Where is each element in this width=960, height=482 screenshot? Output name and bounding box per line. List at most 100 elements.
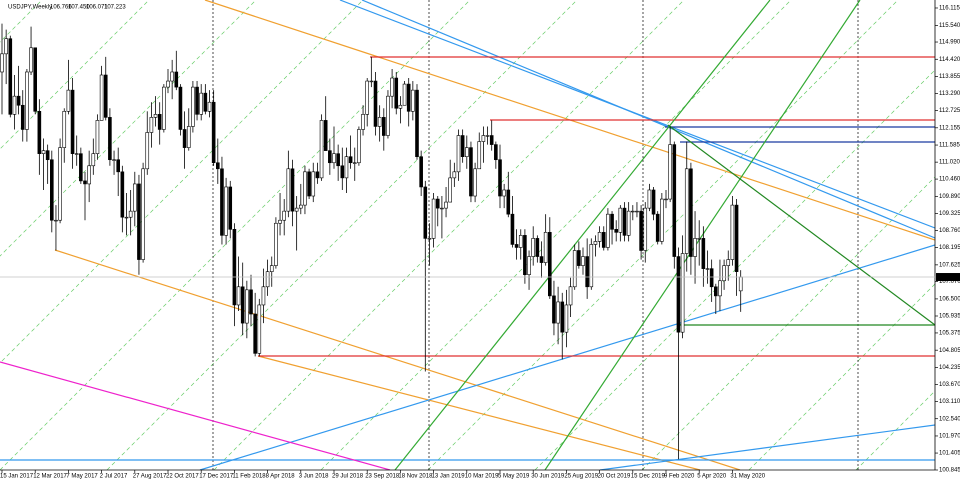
candle-body: [622, 207, 627, 236]
candle-body: [701, 238, 706, 269]
candle-body: [323, 120, 328, 151]
y-tick-label: 107.625: [939, 262, 960, 268]
candle-body: [166, 80, 170, 88]
candle-body: [398, 104, 403, 109]
candle-body: [651, 189, 656, 215]
candle-body: [149, 117, 154, 133]
candle-body: [328, 150, 332, 164]
candle-body: [552, 295, 556, 324]
candle-body: [332, 153, 336, 164]
candle-body: [423, 186, 428, 239]
symbol-label: USDJPY,Weekly: [8, 5, 52, 11]
candle-body: [265, 271, 270, 288]
candle-body: [232, 229, 237, 306]
candle-body: [112, 159, 116, 161]
candle-body: [103, 74, 108, 118]
candle-body: [427, 238, 432, 240]
price-marker: [936, 273, 960, 282]
candle-body: [95, 120, 100, 154]
candle-body: [282, 210, 287, 221]
x-tick-label: 23 Sep 2018: [365, 474, 400, 480]
candle-body: [610, 213, 614, 230]
candle-body: [709, 268, 714, 288]
candle-body: [630, 210, 635, 213]
candle-body: [29, 47, 33, 73]
x-tick-label: 30 Jun 2019: [531, 474, 565, 480]
candle-body: [87, 165, 91, 185]
candle-body: [738, 276, 743, 292]
x-tick-label: 29 Jul 2018: [332, 474, 364, 480]
candle-body: [236, 286, 241, 306]
x-tick-label: 2 Jul 2017: [100, 474, 128, 480]
candle-body: [294, 207, 299, 212]
candle-body: [174, 71, 179, 88]
candle-body: [435, 198, 440, 209]
candle-body: [307, 171, 311, 197]
candle-body: [162, 86, 166, 130]
candle-body: [303, 171, 307, 206]
x-tick-label: 27 Aug 2017: [133, 474, 167, 480]
candle-body: [639, 210, 643, 251]
candle-body: [41, 150, 46, 154]
candle-body: [216, 162, 220, 170]
candle-body: [58, 147, 62, 221]
gann-line: [534, 69, 935, 470]
candle-body: [373, 80, 378, 127]
candle-body: [203, 92, 208, 112]
y-tick-label: 114.420: [939, 57, 960, 63]
candle-body: [481, 135, 486, 142]
candle-body: [137, 183, 141, 260]
candle-body: [74, 153, 79, 155]
candle-body: [489, 135, 494, 145]
candle-body: [606, 213, 610, 248]
candle-body: [66, 89, 71, 112]
trend-line: [667, 124, 935, 326]
candle-body: [535, 238, 540, 257]
y-tick-label: 108.195: [939, 245, 960, 251]
candle-body: [257, 304, 262, 354]
gann-line: [320, 0, 792, 470]
candle-body: [0, 53, 4, 73]
y-tick-label: 111.020: [939, 160, 960, 166]
candle-body: [693, 238, 697, 257]
candle-body: [635, 210, 639, 213]
candle-body: [25, 71, 29, 130]
candle-body: [361, 114, 365, 130]
candle-body: [527, 256, 531, 275]
gann-line: [0, 0, 364, 364]
trend-line: [54, 249, 741, 470]
candle-body: [660, 198, 664, 242]
y-tick-label: 109.325: [939, 211, 960, 217]
candle-body: [70, 89, 75, 154]
candle-body: [597, 232, 602, 242]
candle-body: [589, 244, 594, 288]
candle-body: [581, 256, 585, 266]
candle-body: [91, 153, 96, 167]
candle-body: [311, 171, 316, 197]
x-tick-label: 17 Dec 2017: [199, 474, 234, 480]
candle-body: [12, 95, 17, 115]
candle-body: [290, 168, 295, 212]
candle-body: [643, 207, 648, 251]
candle-body: [344, 156, 349, 179]
candle-body: [79, 153, 83, 182]
candle-body: [626, 210, 631, 236]
candle-body: [564, 304, 569, 333]
candle-body: [199, 92, 203, 115]
candle-body: [253, 313, 257, 354]
candle-body: [498, 159, 502, 197]
y-tick-label: 108.760: [939, 228, 960, 234]
candle-body: [452, 171, 457, 179]
candle-body: [730, 204, 735, 260]
candle-body: [614, 229, 619, 233]
candle-body: [722, 265, 726, 282]
x-tick-label: 31 May 2020: [730, 474, 765, 480]
candle-body: [128, 210, 133, 218]
y-tick-label: 110.460: [939, 177, 960, 183]
candle-body: [381, 117, 386, 136]
y-tick-label: 103.110: [939, 399, 960, 405]
candle-body: [145, 132, 150, 170]
candle-body: [182, 129, 187, 148]
y-tick-label: 105.935: [939, 314, 960, 320]
